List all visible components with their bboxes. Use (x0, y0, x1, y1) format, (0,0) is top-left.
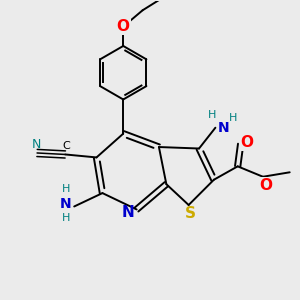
Text: N: N (218, 121, 230, 135)
Text: N: N (60, 196, 72, 211)
Text: H: H (62, 184, 70, 194)
Text: H: H (208, 110, 217, 120)
Text: S: S (184, 206, 196, 221)
Text: O: O (240, 135, 253, 150)
Text: O: O (260, 178, 272, 193)
Text: H: H (229, 113, 237, 123)
Text: H: H (62, 213, 70, 223)
Text: N: N (121, 205, 134, 220)
Text: O: O (117, 19, 130, 34)
Text: C: C (62, 141, 70, 151)
Text: N: N (32, 138, 41, 151)
